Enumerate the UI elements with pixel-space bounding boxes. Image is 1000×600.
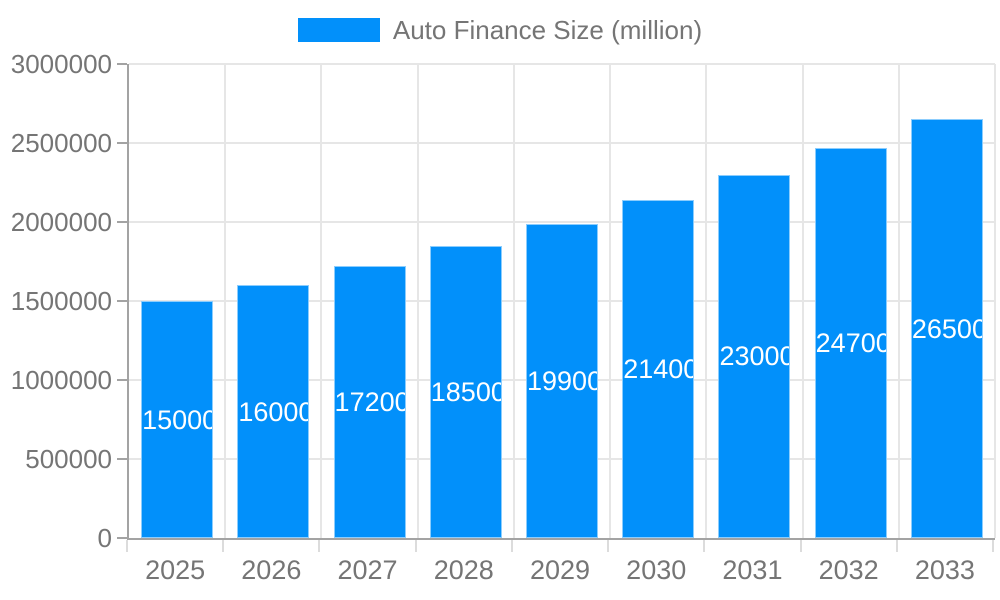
gridline-horizontal [129,221,995,223]
y-axis-tick-label: 500000 [25,444,112,474]
x-axis-tick-label: 2028 [433,555,494,585]
x-axis-tick-label: 2031 [722,555,783,585]
x-axis-tick [895,540,898,552]
bar-value-label: 2650000 [911,313,982,344]
bar-value-label: 2140000 [623,353,694,384]
bar[interactable]: 2300000 [718,174,791,538]
gridline-vertical [994,64,996,538]
x-axis-tick [510,540,513,552]
x-axis-tick-label: 2026 [241,555,302,585]
y-axis-tick-label: 2000000 [10,207,112,237]
legend-label: Auto Finance Size (million) [392,15,703,45]
bar[interactable]: 1850000 [429,245,502,538]
bar[interactable]: 2470000 [814,147,887,538]
legend-swatch [297,18,380,42]
x-axis-tick [222,540,225,552]
x-axis-tick [607,540,610,552]
bar[interactable]: 2650000 [910,119,983,538]
y-axis-tick [117,142,127,144]
x-axis-tick-label: 2029 [529,555,591,585]
plot-area: 1500000 1600000 1720000 1850000 1990000 21400… [127,63,996,540]
gridline-vertical [897,64,900,538]
bar[interactable]: 2140000 [622,199,695,538]
y-axis-tick-label: 0 [97,523,112,553]
bar[interactable]: 1720000 [333,266,406,538]
x-axis-tick-label: 2025 [145,555,206,585]
x-axis-tick-label: 2032 [818,555,879,585]
gridline-horizontal [129,142,995,144]
gridline-horizontal [129,63,995,65]
y-axis-tick-label: 3000000 [10,49,112,79]
gridline-vertical [801,64,804,538]
x-axis-tick [318,540,321,552]
legend[interactable]: Auto Finance Size (million) [0,14,1000,46]
gridline-vertical [705,64,708,538]
gridline-vertical [512,64,515,538]
bar-value-label: 2300000 [719,341,790,372]
x-axis-tick [799,540,802,552]
y-axis-tick [117,63,127,65]
y-axis-tick-label: 2500000 [10,128,112,158]
bar[interactable]: 1600000 [237,285,310,538]
bar-value-label: 1990000 [527,365,597,396]
bar[interactable]: 1500000 [141,301,214,538]
bar-value-label: 1850000 [430,376,501,407]
x-axis-tick [126,540,128,552]
x-axis-tick-label: 2033 [914,555,975,585]
gridline-vertical [224,64,227,538]
y-axis-tick-label: 1500000 [10,286,112,316]
gridline-vertical [320,64,323,538]
x-axis-tick [992,540,994,552]
y-axis-tick [117,537,127,539]
y-axis-tick-label: 1000000 [10,365,112,395]
gridline-vertical [416,64,419,538]
bar[interactable]: 1990000 [526,223,598,538]
y-axis-tick [117,458,127,460]
x-axis-tick-label: 2027 [337,555,398,585]
x-axis-tick-label: 2030 [626,555,687,585]
y-axis-tick [117,379,127,381]
x-axis-tick [414,540,417,552]
bar-value-label: 1720000 [334,387,405,418]
bar-value-label: 1500000 [142,404,213,435]
x-axis-tick [703,540,706,552]
y-axis-tick [117,300,127,302]
bar-value-label: 2470000 [815,327,886,358]
gridline-vertical [609,64,612,538]
y-axis-tick [117,221,127,223]
bar-value-label: 1600000 [238,396,309,427]
